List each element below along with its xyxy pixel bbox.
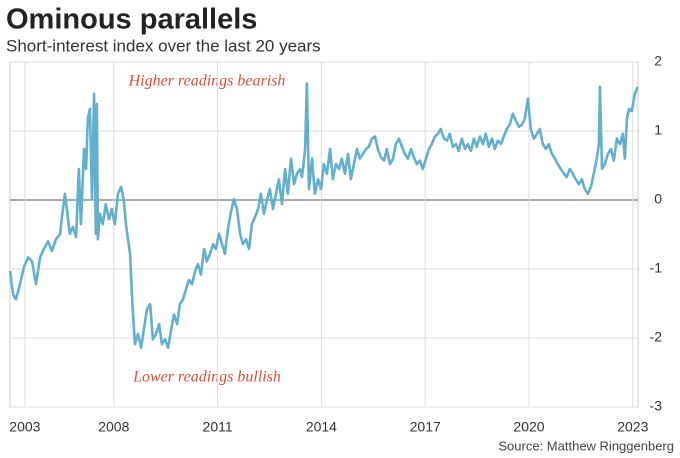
y-tick-label: 0 [654, 191, 662, 207]
data-line [8, 82, 639, 349]
x-tick-label: 2017 [410, 419, 441, 435]
x-tick-label: 2011 [203, 419, 233, 435]
y-tick-label: -2 [650, 329, 663, 345]
x-tick-label: 2008 [98, 419, 129, 435]
x-tick-label: 2023 [617, 419, 648, 435]
source: Source: Matthew Ringgenberg [498, 438, 674, 453]
y-tick-label: -1 [650, 260, 663, 276]
y-tick-label: 2 [654, 53, 662, 69]
plot-frame [9, 61, 639, 408]
x-tick-label: 2020 [513, 419, 544, 435]
y-tick-label: 1 [654, 122, 662, 138]
x-tick-label: 2003 [9, 419, 40, 435]
annotation: Higher readings bearish [128, 73, 286, 90]
y-tick-label: -3 [650, 398, 663, 414]
x-tick-label: 2014 [306, 419, 337, 435]
annotation: Lower readings bullish [132, 369, 281, 386]
chart-subtitle: Short-interest index over the last 20 ye… [6, 36, 321, 55]
chart-title: Ominous parallels [6, 4, 257, 36]
